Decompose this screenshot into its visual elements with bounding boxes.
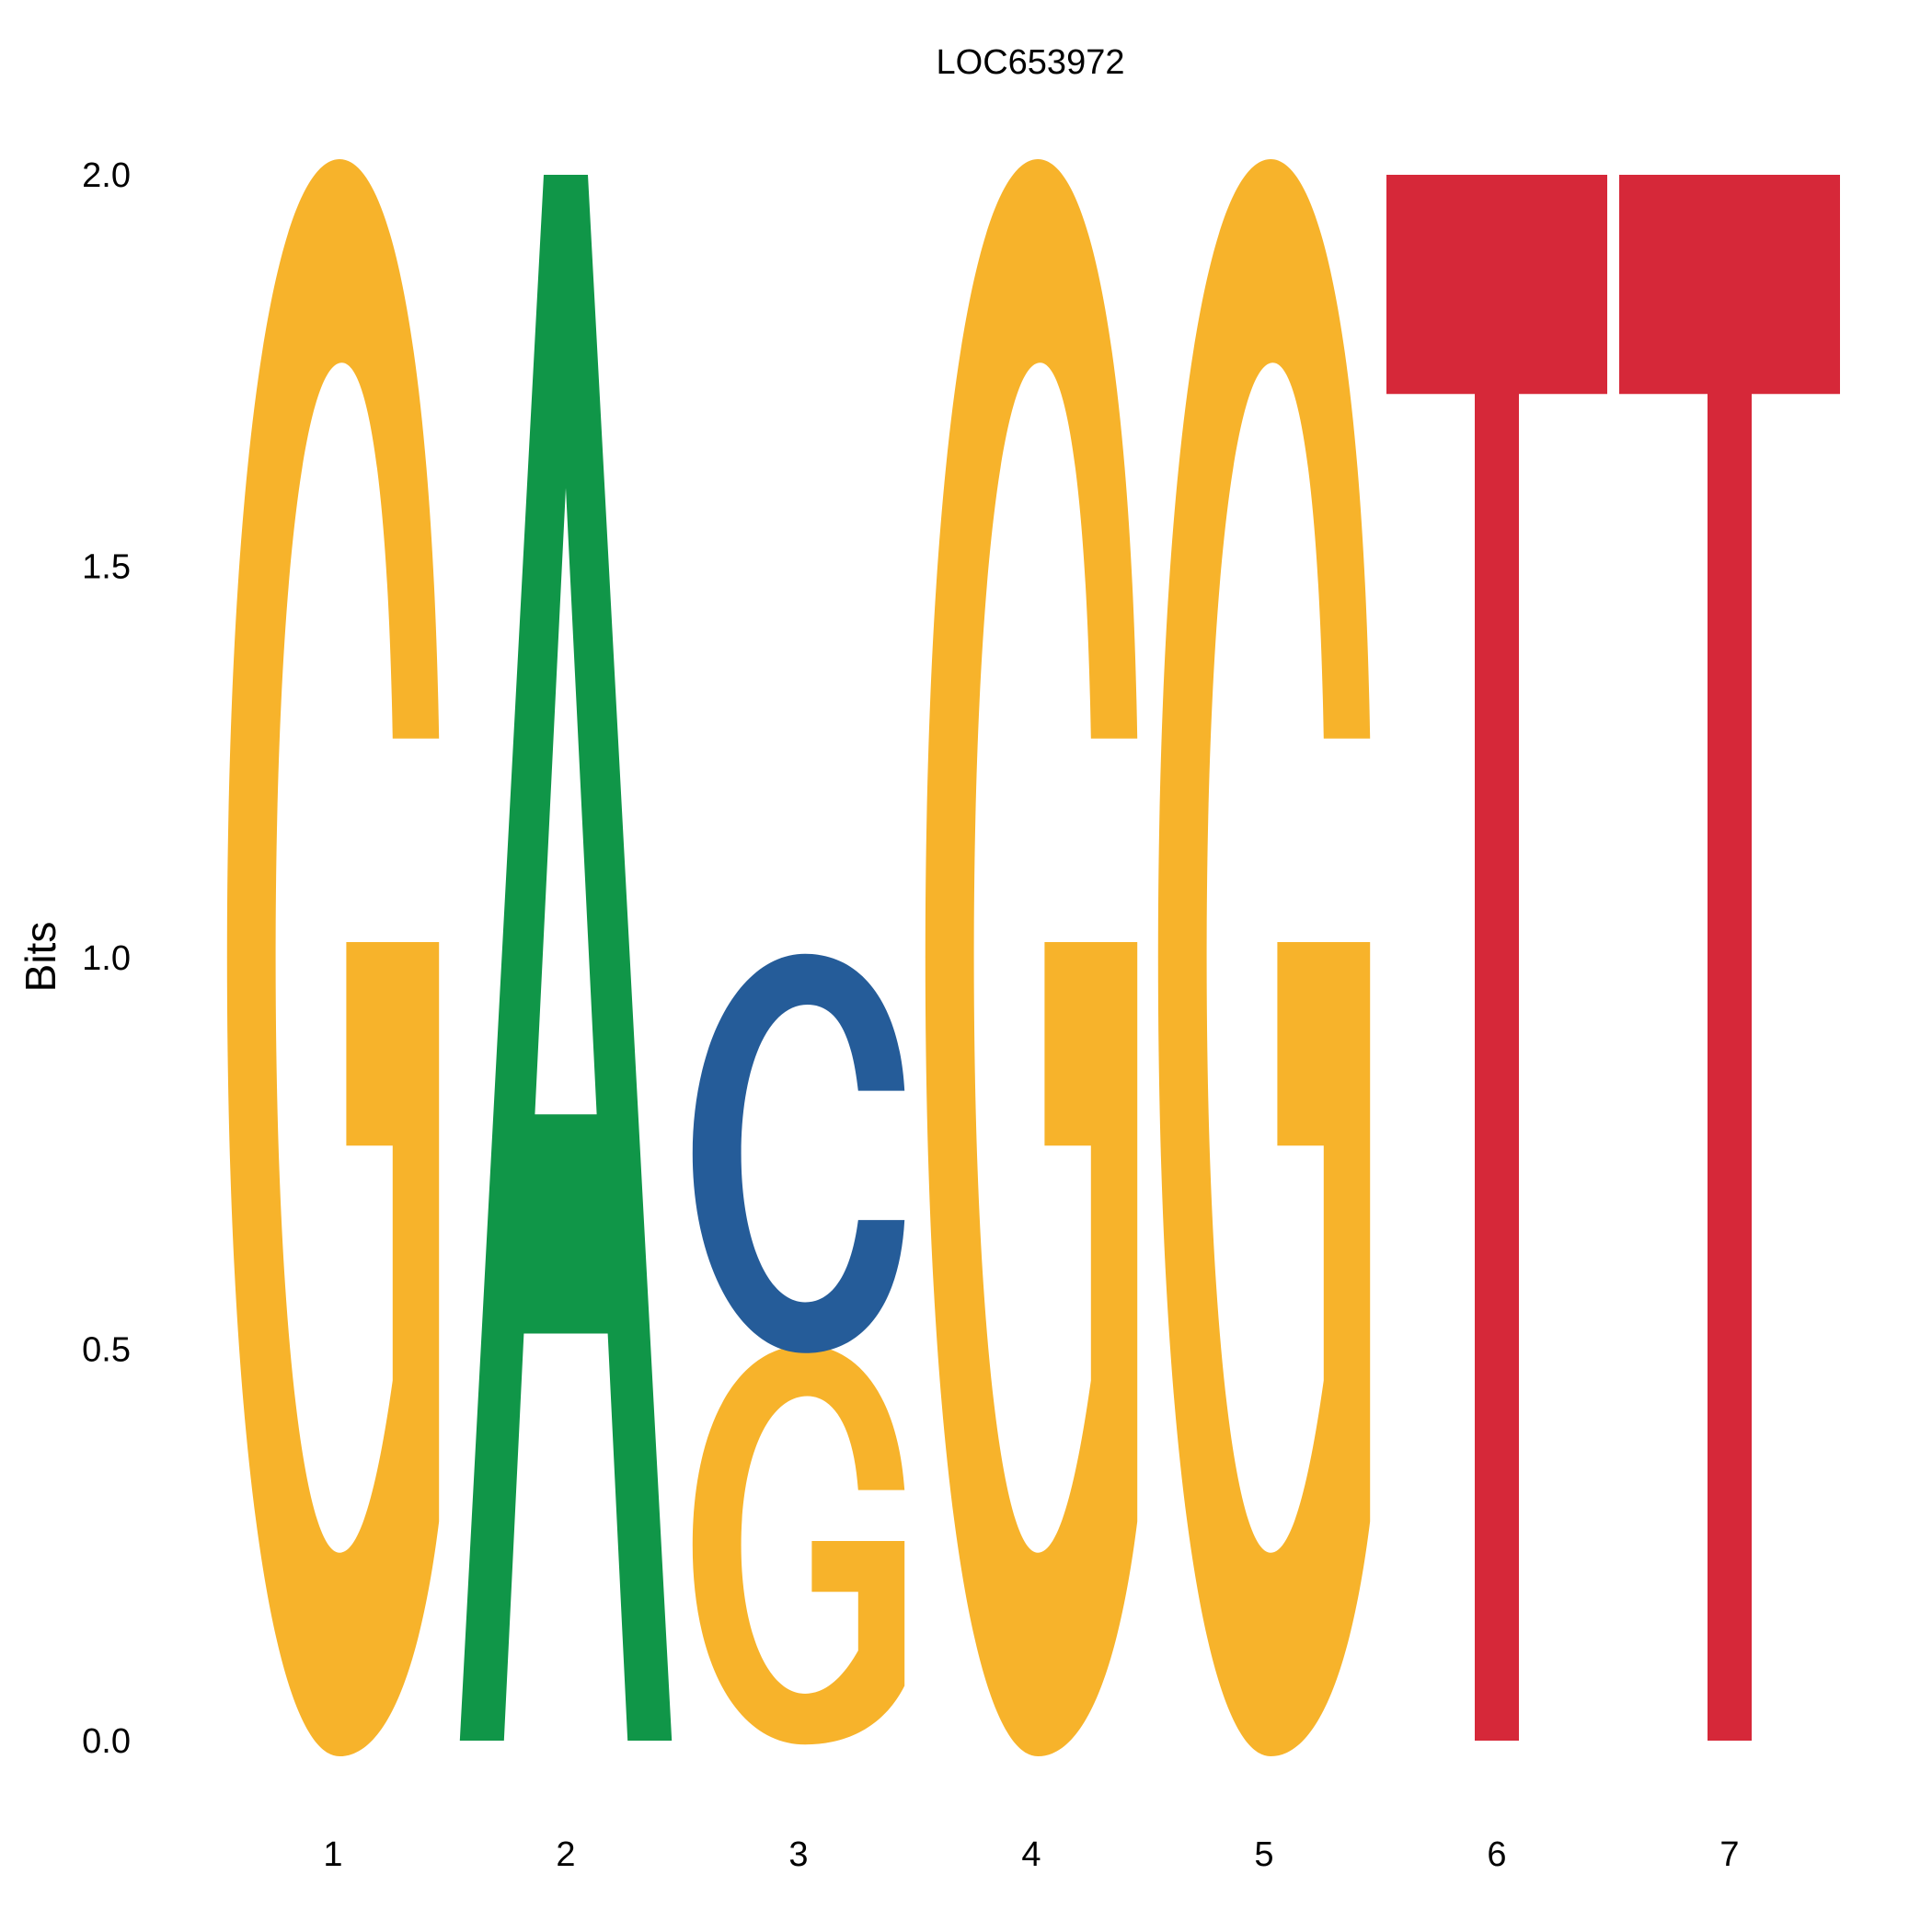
glyph-g [1157, 158, 1371, 1757]
x-tick-label: 5 [1254, 1835, 1273, 1874]
chart-title: LOC653972 [937, 43, 1125, 82]
x-tick-label: 6 [1487, 1835, 1506, 1874]
y-axis-title: Bits [17, 922, 64, 993]
x-tick-label: 2 [556, 1835, 575, 1874]
x-axis-ticks: 1 2 3 4 5 6 7 [323, 1835, 1739, 1874]
glyph-g [226, 158, 440, 1757]
glyph-g [692, 1345, 905, 1745]
y-tick-label: 0.5 [82, 1331, 131, 1370]
y-tick-label: 1.0 [82, 939, 131, 978]
x-tick-label: 7 [1719, 1835, 1739, 1874]
logo-glyphs [226, 158, 1840, 1757]
glyph-g [925, 158, 1138, 1757]
y-tick-label: 1.5 [82, 548, 131, 587]
glyph-t [1386, 175, 1607, 1741]
glyph-t [1619, 175, 1840, 1741]
x-tick-label: 1 [323, 1835, 342, 1874]
x-tick-label: 3 [788, 1835, 808, 1874]
glyph-c [692, 953, 905, 1353]
y-tick-label: 2.0 [82, 156, 131, 195]
x-tick-label: 4 [1021, 1835, 1041, 1874]
y-axis-ticks: 0.0 0.5 1.0 1.5 2.0 [82, 156, 131, 1761]
glyph-a [459, 175, 673, 1741]
y-tick-label: 0.0 [82, 1722, 131, 1761]
